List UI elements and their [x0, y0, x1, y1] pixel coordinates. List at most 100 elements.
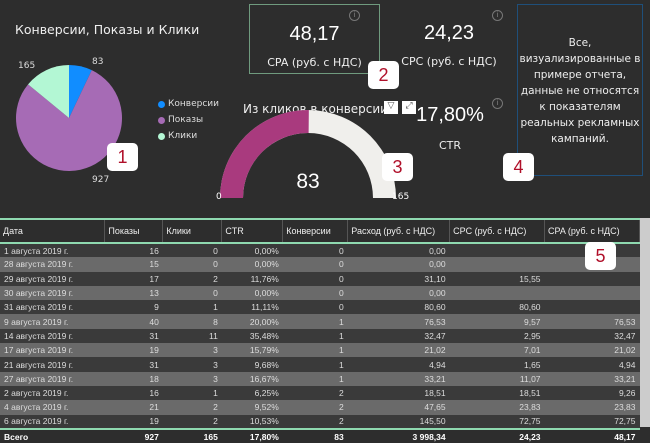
pie-title: Конверсии, Показы и Клики: [15, 22, 200, 37]
table-cell: 9,26: [544, 385, 640, 401]
table-cell: 0: [282, 300, 348, 315]
table-row[interactable]: 14 августа 2019 г. 31 11 35,48% 1 32,47 2,95 32…: [0, 328, 640, 344]
cpa-card[interactable]: 48,17 CPA (руб. с НДС): [249, 4, 380, 74]
column-header[interactable]: Расход (руб. с НДС): [347, 218, 451, 244]
table-row[interactable]: 1 августа 2019 г. 16 0 0,00% 0 0,00: [0, 243, 640, 258]
table-cell: 0,00: [347, 257, 450, 272]
pie-slice[interactable]: [69, 65, 92, 118]
filter-icon[interactable]: ▽: [384, 101, 398, 114]
table-cell: 0,00%: [221, 257, 283, 272]
pie-label-clicks: 165: [18, 61, 35, 71]
table-cell: 11,07: [449, 371, 545, 386]
table-cell: 19: [104, 414, 163, 429]
table-cell: 2 августа 2019 г.: [0, 385, 105, 401]
info-icon[interactable]: i: [492, 10, 503, 21]
table-cell: 6 августа 2019 г.: [0, 414, 105, 429]
table-cell: 30 августа 2019 г.: [0, 285, 105, 301]
table-cell: 18,51: [347, 385, 450, 401]
table-cell: 72,75: [449, 414, 545, 429]
legend-item[interactable]: Клики: [158, 128, 219, 144]
table-cell: 27 августа 2019 г.: [0, 371, 105, 386]
badge-4: 4: [503, 153, 534, 181]
table-row[interactable]: 21 августа 2019 г. 31 3 9,68% 1 4,94 1,65 4,94: [0, 357, 640, 372]
table-cell: 4,94: [347, 357, 450, 372]
table-cell: 16: [104, 243, 163, 258]
gauge-chart[interactable]: [215, 110, 415, 205]
table-cell: 17: [104, 271, 163, 286]
ctr-value: 17,80%: [416, 104, 484, 126]
total-cell: 17,80%: [221, 427, 283, 443]
table-cell: 35,48%: [221, 328, 283, 344]
table-cell: 0,00%: [221, 243, 283, 258]
gauge-max: 165: [392, 192, 410, 202]
gauge-value: 83: [296, 170, 320, 193]
ctr-label: CTR: [438, 139, 462, 152]
table-row[interactable]: 6 августа 2019 г. 19 2 10,53% 2 145,50 72,75 72…: [0, 414, 640, 429]
table-scrollbar[interactable]: [640, 218, 650, 427]
pie-label-conversions: 83: [92, 57, 103, 67]
table-row[interactable]: 9 августа 2019 г. 40 8 20,00% 1 76,53 9,57 76,5…: [0, 314, 640, 329]
cpc-card[interactable]: 24,23 CPC (руб. с НДС): [395, 22, 503, 68]
table-cell: 76,53: [347, 314, 450, 329]
legend-item[interactable]: Конверсии: [158, 96, 219, 112]
column-header[interactable]: Клики: [162, 218, 223, 244]
focus-mode-icon[interactable]: ⤢: [402, 101, 416, 114]
column-header[interactable]: Конверсии: [282, 218, 349, 244]
table-cell: 2: [162, 414, 222, 429]
table-cell: 8: [162, 314, 222, 329]
pie-chart[interactable]: 83 927 165: [0, 50, 160, 190]
table-cell: 145,50: [347, 414, 450, 429]
ctr-card[interactable]: 17,80% CTR: [405, 104, 495, 152]
badge-1: 1: [107, 143, 138, 171]
table-cell: 19: [104, 343, 163, 358]
legend-item[interactable]: Показы: [158, 112, 219, 128]
table-cell: 33,21: [347, 371, 450, 386]
gauge-min: 0: [216, 192, 222, 202]
pie-slice[interactable]: [28, 65, 69, 118]
total-cell: 165: [162, 427, 222, 443]
table-cell: 0: [162, 243, 222, 258]
table-cell: 2: [282, 400, 348, 415]
table-row[interactable]: 27 августа 2019 г. 18 3 16,67% 1 33,21 11,07 33…: [0, 371, 640, 386]
table-row[interactable]: 2 августа 2019 г. 16 1 6,25% 2 18,51 18,51 9,26: [0, 385, 640, 401]
table-cell: 0,00: [347, 285, 450, 301]
cpa-value: 48,17: [289, 23, 340, 45]
table-cell: 11,76%: [221, 271, 283, 286]
table-cell: 31: [104, 357, 163, 372]
info-icon[interactable]: i: [349, 10, 360, 21]
table-row[interactable]: 28 августа 2019 г. 15 0 0,00% 0 0,00: [0, 257, 640, 272]
table-row[interactable]: 29 августа 2019 г. 17 2 11,76% 0 31,10 15,55: [0, 271, 640, 286]
table-cell: 4 августа 2019 г.: [0, 400, 105, 415]
table-cell: 6,25%: [221, 385, 283, 401]
column-header[interactable]: CTR: [221, 218, 284, 244]
table-cell: 3: [162, 371, 222, 386]
table-cell: [449, 243, 545, 258]
table-cell: [544, 271, 640, 286]
table-cell: 11: [162, 328, 222, 344]
table-cell: [449, 285, 545, 301]
table-cell: 80,60: [347, 300, 450, 315]
table-row[interactable]: 30 августа 2019 г. 13 0 0,00% 0 0,00: [0, 285, 640, 301]
table-cell: 28 августа 2019 г.: [0, 257, 105, 272]
column-header[interactable]: Дата: [0, 218, 106, 244]
column-header[interactable]: CPC (руб. с НДС): [449, 218, 546, 244]
table-cell: 14 августа 2019 г.: [0, 328, 105, 344]
table-cell: 47,65: [347, 400, 450, 415]
badge-5: 5: [585, 242, 616, 270]
table-cell: 2: [282, 385, 348, 401]
column-header[interactable]: CPA (руб. с НДС): [544, 218, 640, 244]
column-header[interactable]: Показы: [104, 218, 164, 244]
table-cell: [544, 285, 640, 301]
table-cell: 1: [282, 357, 348, 372]
pie-slice[interactable]: [16, 70, 122, 172]
table-cell: 2: [282, 414, 348, 429]
table-cell: 2: [162, 400, 222, 415]
table-cell: 2: [162, 271, 222, 286]
table-cell: 13: [104, 285, 163, 301]
info-icon[interactable]: i: [492, 98, 503, 109]
table-row[interactable]: 4 августа 2019 г. 21 2 9,52% 2 47,65 23,83 23,8…: [0, 400, 640, 415]
table-row[interactable]: 17 августа 2019 г. 19 3 15,79% 1 21,02 7,01 21,…: [0, 343, 640, 358]
table-row[interactable]: 31 августа 2019 г. 9 1 11,11% 0 80,60 80,60: [0, 300, 640, 315]
table-cell: 4,94: [544, 357, 640, 372]
table-cell: 1: [282, 314, 348, 329]
